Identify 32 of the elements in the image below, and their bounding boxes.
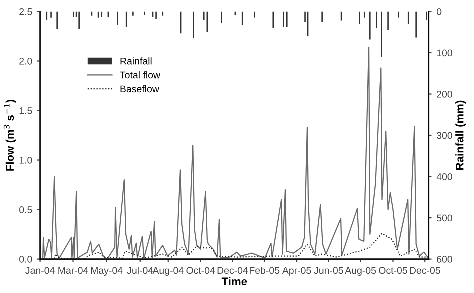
x-tick-label: Jun-05 bbox=[314, 267, 344, 274]
y2-tick-label: 500 bbox=[437, 214, 452, 222]
x-tick-label: Jul-04 bbox=[127, 266, 154, 274]
x-tick-label: Aug-04 bbox=[152, 267, 184, 276]
x-tick-label: Aug-05 bbox=[345, 267, 376, 276]
y2-axis-title: Rainfall (mm) bbox=[456, 100, 466, 170]
y2-tick-label: 0 bbox=[436, 8, 442, 16]
y2-tick-label: 100 bbox=[437, 50, 452, 57]
y-tick-label: 1.0 bbox=[20, 157, 32, 164]
y-tick-label: 0.5 bbox=[20, 206, 32, 214]
y-tick-label: 0.0 bbox=[20, 256, 32, 263]
y2-tick-label: 600 bbox=[437, 256, 452, 263]
x-axis-title: Time bbox=[222, 277, 248, 286]
legend-label: Baseflow bbox=[120, 85, 160, 93]
x-tick-label: Dec-04 bbox=[218, 267, 248, 274]
legend-label: Total flow bbox=[120, 72, 161, 79]
y2-tick-label: 200 bbox=[437, 90, 452, 98]
x-tick-label: Jan-04 bbox=[26, 267, 55, 274]
x-tick-label: Apr-05 bbox=[282, 267, 312, 276]
x-tick-label: Oct-04 bbox=[186, 267, 216, 274]
y-tick-label: 1.5 bbox=[20, 108, 32, 114]
y2-tick-label: 400 bbox=[436, 174, 452, 180]
x-tick-label: Feb-05 bbox=[250, 266, 280, 274]
x-tick-label: Oct-05 bbox=[379, 267, 408, 274]
x-tick-label: May-04 bbox=[91, 267, 123, 276]
y-tick-label: 2.5 bbox=[20, 8, 32, 16]
legend-label: Rainfall bbox=[120, 58, 152, 65]
x-tick-label: Dec-05 bbox=[410, 267, 440, 274]
y-tick-label: 2.0 bbox=[20, 58, 32, 65]
y-axis-title: Flow (m$^{3}$ s$^{−1}$) bbox=[4, 100, 16, 171]
x-tick-label: Mar-04 bbox=[58, 267, 88, 274]
y2-tick-label: 300 bbox=[436, 132, 452, 140]
